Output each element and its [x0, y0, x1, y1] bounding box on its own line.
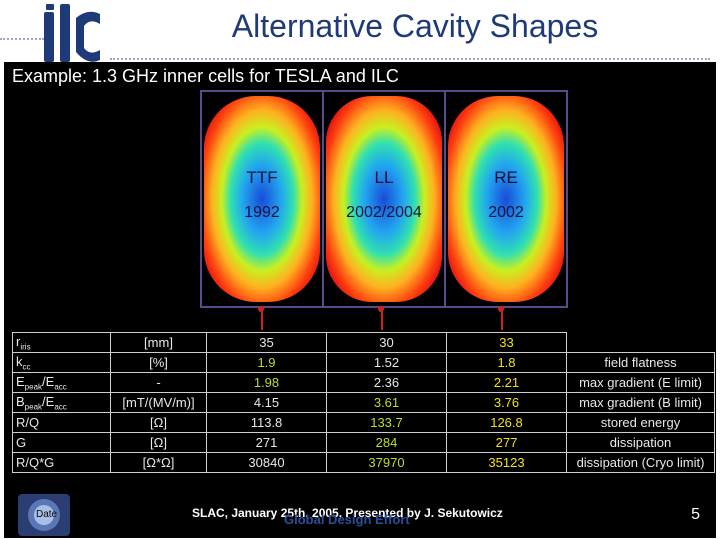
value-cell: 3.76 [446, 392, 567, 413]
value-cell: 3.61 [326, 392, 447, 413]
param-cell: kcc [12, 352, 111, 373]
ilc-logo [40, 4, 104, 62]
param-subscript: iris [20, 342, 31, 352]
value-cell: 37970 [326, 452, 447, 473]
value-cell: 271 [206, 432, 327, 453]
parameters-table: riris [mm] 35 30 33 kcc [%] 1.9 1.52 1.8 field fla… [12, 332, 715, 473]
cavity-year-ttf: 1992 [244, 204, 280, 221]
cavity-ttf-shape [204, 96, 320, 302]
pointer-line-re [501, 308, 503, 330]
param-symbol: R/Q [16, 415, 40, 430]
value-cell: 126.8 [446, 412, 567, 433]
value-cell: 30 [326, 332, 447, 353]
value-cell: 1.52 [326, 352, 447, 373]
unit-cell: [mm] [110, 332, 207, 353]
value-cell: 1.98 [206, 372, 327, 393]
param-symbol: E [16, 373, 25, 389]
description-cell: dissipation [566, 432, 715, 453]
value-cell: 33 [446, 332, 567, 353]
param-cell: Bpeak/Eacc [12, 392, 111, 413]
pointer-line-ttf [261, 308, 263, 330]
description-cell: field flatness [566, 352, 715, 373]
pointer-dot-ll [378, 306, 384, 312]
value-cell: 113.8 [206, 412, 327, 433]
cavity-divider [444, 92, 446, 306]
ilc-logo-mark [44, 4, 100, 62]
param-symbol: r [16, 333, 21, 349]
gde-label: Global Design Effort [284, 512, 410, 527]
pointer-line-ll [381, 308, 383, 330]
table-row: riris [mm] 35 30 33 [12, 332, 715, 353]
param-cell: G [12, 432, 111, 453]
cavity-divider [322, 92, 324, 306]
table-row: R/Q [Ω] 113.8 133.7 126.8 stored energy [12, 412, 715, 433]
unit-cell: - [110, 372, 207, 393]
param-subscript: peak [24, 402, 43, 412]
cavity-label-ll: LL [374, 168, 394, 187]
param-symbol: G [16, 435, 27, 450]
gde-logo [18, 494, 70, 536]
cavity-ll-shape [326, 96, 442, 302]
unit-cell: [Ω] [110, 412, 207, 433]
param-cell: R/Q [12, 412, 111, 433]
pointer-dot-ttf [258, 306, 264, 312]
edge-strip [716, 420, 720, 540]
table-row: kcc [%] 1.9 1.52 1.8 field flatness [12, 352, 715, 373]
credit-text: SLAC, January 25th, 2005, Presented by J… [192, 506, 503, 520]
globe-icon [28, 499, 60, 531]
table-row: G [Ω] 271 284 277 dissipation [12, 432, 715, 453]
description-cell: max gradient (B limit) [566, 392, 715, 413]
param-subscript: peak [24, 382, 43, 392]
param-symbol: /E [42, 373, 55, 389]
cavity-re-shape [448, 96, 564, 302]
param-subscript: cc [22, 362, 31, 372]
header-dots-right [110, 58, 710, 60]
value-cell: 4.15 [206, 392, 327, 413]
value-cell: 35 [206, 332, 327, 353]
value-cell: 277 [446, 432, 567, 453]
value-cell: 2.36 [326, 372, 447, 393]
param-symbol: B [16, 393, 25, 409]
page-title: Alternative Cavity Shapes [231, 8, 599, 44]
unit-cell: [Ω*Ω] [110, 452, 207, 473]
param-cell: Epeak/Eacc [12, 372, 111, 393]
description-cell: max gradient (E limit) [566, 372, 715, 393]
cavity-image-frame: TTF 1992 LL 2002/2004 RE 2002 [200, 90, 568, 308]
unit-cell: [%] [110, 352, 207, 373]
description-cell: dissipation (Cryo limit) [566, 452, 715, 473]
pointer-dot-re [498, 306, 504, 312]
cavity-label-re: RE [494, 168, 518, 187]
page-number: 5 [691, 506, 700, 523]
param-symbol: R/Q*G [16, 455, 55, 470]
table-row: Epeak/Eacc -1.98 2.36 2.21 max gradient (E l… [12, 372, 715, 393]
cavity-year-ll: 2002/2004 [346, 204, 422, 221]
unit-cell: [mT/(MV/m)] [110, 392, 207, 413]
param-symbol: /E [42, 393, 55, 409]
table-row: Bpeak/Eacc [mT/(MV/m)] 4.15 3.61 3.76 max gra… [12, 392, 715, 413]
value-cell: 35123 [446, 452, 567, 473]
cavity-label-ttf: TTF [246, 168, 278, 187]
header-dots-left [0, 38, 44, 40]
value-cell: 1.9 [206, 352, 327, 373]
example-title: Example: 1.3 GHz inner cells for TESLA a… [12, 66, 399, 86]
param-cell: R/Q*G [12, 452, 111, 473]
param-cell: riris [12, 332, 111, 353]
value-cell: 133.7 [326, 412, 447, 433]
footer-bar: Date SLAC, January 25th, 2005, Presented… [4, 492, 716, 538]
param-subscript: acc [54, 402, 67, 412]
value-cell: 2.21 [446, 372, 567, 393]
description-cell [567, 333, 715, 353]
value-cell: 1.8 [446, 352, 567, 373]
param-subscript: acc [54, 382, 67, 392]
unit-cell: [Ω] [110, 432, 207, 453]
cavity-field-maps [204, 96, 564, 302]
cavity-year-re: 2002 [488, 204, 524, 221]
date-label: Date [36, 509, 58, 520]
slide-panel: Example: 1.3 GHz inner cells for TESLA a… [4, 62, 716, 492]
description-cell: stored energy [566, 412, 715, 433]
param-symbol: k [16, 353, 23, 369]
value-cell: 284 [326, 432, 447, 453]
value-cell: 30840 [206, 452, 327, 473]
table-row: R/Q*G [Ω*Ω] 30840 37970 35123 dissipation (Cr… [12, 452, 715, 473]
